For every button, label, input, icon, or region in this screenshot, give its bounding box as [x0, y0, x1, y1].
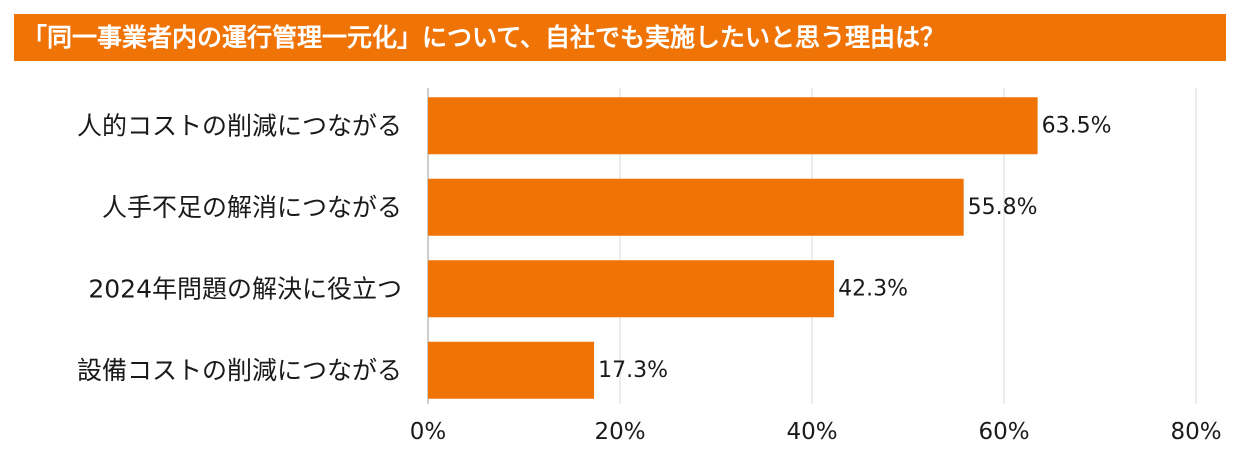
data-label: 42.3%	[838, 276, 908, 301]
x-tick-label: 0%	[410, 419, 447, 445]
x-axis-ticks: 0% 20% 40% 60% 80%	[410, 419, 1222, 445]
x-tick-label: 20%	[594, 419, 645, 445]
data-label: 55.8%	[968, 195, 1038, 220]
x-tick-label: 80%	[1170, 419, 1221, 445]
data-label: 17.3%	[598, 358, 668, 383]
bars	[428, 97, 1038, 399]
category-label: 設備コストの削減につながる	[77, 356, 402, 385]
category-label: 人手不足の解消につながる	[102, 193, 402, 222]
data-label: 63.5%	[1042, 113, 1112, 138]
value-labels: 63.5% 55.8% 42.3% 17.3%	[598, 113, 1111, 383]
x-tick-label: 40%	[786, 419, 837, 445]
category-label: 人的コストの削減につながる	[77, 111, 402, 140]
bar	[428, 97, 1038, 155]
bar	[428, 260, 835, 318]
category-label: 2024年問題の解決に役立つ	[88, 274, 402, 303]
x-tick-label: 60%	[978, 419, 1029, 445]
bar	[428, 341, 595, 399]
chart-title: 「同一事業者内の運行管理一元化」について、自社でも実施したいと思う理由は？	[14, 14, 1226, 61]
bar	[428, 178, 964, 236]
